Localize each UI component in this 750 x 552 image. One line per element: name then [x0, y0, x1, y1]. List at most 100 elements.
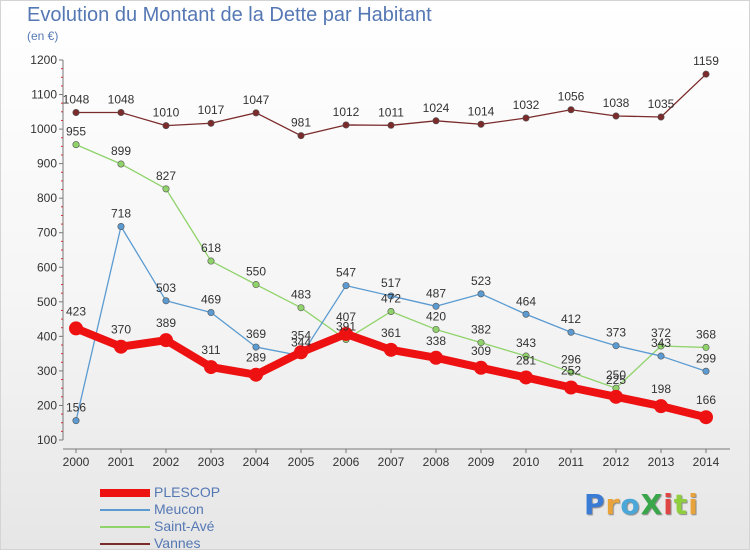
data-point — [657, 352, 665, 360]
data-label: 1159 — [693, 54, 719, 68]
data-point — [387, 292, 395, 300]
x-tick-label: 2000 — [63, 455, 90, 469]
y-tick-label: 1200 — [30, 53, 57, 67]
data-label: 618 — [201, 241, 221, 255]
data-point — [162, 185, 170, 193]
data-point — [252, 343, 260, 351]
legend-label: PLESCOP — [154, 484, 221, 500]
x-tick-label: 2011 — [558, 455, 584, 469]
y-tick-label: 400 — [37, 329, 57, 343]
data-point — [162, 122, 170, 130]
data-point — [117, 109, 125, 117]
data-point — [117, 223, 125, 231]
x-tick-label: 2003 — [198, 455, 225, 469]
data-label: 1010 — [153, 106, 180, 120]
data-label: 487 — [426, 286, 446, 300]
x-tick-label: 2002 — [153, 455, 180, 469]
data-label: 420 — [426, 309, 446, 323]
logo-letter: t — [673, 488, 689, 521]
y-tick-label: 1000 — [30, 122, 57, 136]
x-tick-label: 2008 — [423, 455, 450, 469]
data-label: 296 — [561, 352, 581, 366]
data-label: 299 — [696, 351, 716, 365]
data-point — [612, 112, 620, 120]
data-label: 1014 — [468, 104, 495, 118]
data-point — [69, 321, 83, 336]
data-point — [252, 109, 260, 117]
logo-letter: r — [605, 488, 621, 521]
data-label: 389 — [156, 316, 176, 330]
data-label: 1032 — [513, 98, 540, 112]
data-label: 547 — [336, 266, 356, 280]
data-label: 955 — [66, 125, 86, 139]
data-point — [114, 339, 128, 354]
data-label: 372 — [651, 326, 671, 340]
data-point — [72, 109, 80, 117]
data-label: 311 — [201, 343, 220, 357]
y-tick-label: 700 — [37, 226, 57, 240]
data-label: 464 — [516, 294, 536, 308]
data-label: 225 — [606, 373, 626, 387]
data-point — [654, 399, 668, 414]
data-label: 369 — [246, 327, 266, 341]
data-point — [432, 302, 440, 310]
data-point — [477, 339, 485, 347]
legend-label: Meucon — [154, 501, 204, 517]
x-tick-label: 2006 — [333, 455, 360, 469]
data-label: 1024 — [423, 101, 450, 115]
data-label: 1056 — [558, 90, 585, 104]
data-label: 412 — [561, 312, 581, 326]
x-tick-label: 2013 — [648, 455, 675, 469]
data-labels: 1048 1048 1010 1017 1047 981 1012 1011 1024 1014 1… — [63, 54, 720, 414]
legend-swatch — [100, 525, 150, 528]
data-point — [72, 417, 80, 425]
data-label: 827 — [156, 169, 176, 183]
data-label: 469 — [201, 293, 221, 307]
data-label: 252 — [561, 363, 581, 377]
data-label: 156 — [66, 401, 86, 415]
data-point — [159, 333, 173, 348]
data-label: 382 — [471, 323, 491, 337]
data-point — [702, 343, 710, 351]
data-label: 373 — [606, 326, 626, 340]
data-point — [609, 389, 623, 404]
data-point — [249, 367, 263, 382]
data-label: 407 — [336, 310, 356, 324]
data-point — [567, 106, 575, 114]
data-label: 354 — [291, 328, 311, 342]
x-tick-label: 2014 — [693, 455, 720, 469]
chart-title: Evolution du Montant de la Dette par Hab… — [27, 4, 432, 26]
data-point — [522, 310, 530, 318]
data-label: 1011 — [378, 105, 404, 119]
y-tick-label: 300 — [37, 364, 57, 378]
data-point — [657, 342, 665, 350]
data-label: 338 — [426, 334, 446, 348]
data-label: 250 — [606, 368, 626, 382]
x-tick-label: 2004 — [243, 455, 270, 469]
data-point — [162, 297, 170, 305]
data-point — [297, 132, 305, 140]
data-point — [522, 352, 530, 360]
y-tick-label: 800 — [37, 191, 57, 205]
data-point — [702, 367, 710, 375]
x-tick-label: 2005 — [288, 455, 315, 469]
proxiti-logo: ProXiti — [584, 488, 699, 521]
data-point — [252, 281, 260, 289]
data-point — [522, 114, 530, 122]
data-point — [207, 119, 215, 127]
data-point — [384, 342, 398, 357]
x-tick-label: 2009 — [468, 455, 495, 469]
chart-subtitle: (en €) — [27, 29, 59, 43]
data-label: 343 — [651, 336, 671, 350]
y-tick-label: 500 — [37, 295, 57, 309]
x-tick-label: 2001 — [108, 455, 135, 469]
data-point — [72, 141, 80, 149]
data-point — [294, 345, 308, 360]
data-label: 718 — [111, 207, 131, 221]
data-label: 1035 — [648, 97, 675, 111]
legend-swatch — [100, 542, 150, 545]
data-point — [297, 304, 305, 312]
data-label: 503 — [156, 281, 176, 295]
data-point — [342, 121, 350, 129]
